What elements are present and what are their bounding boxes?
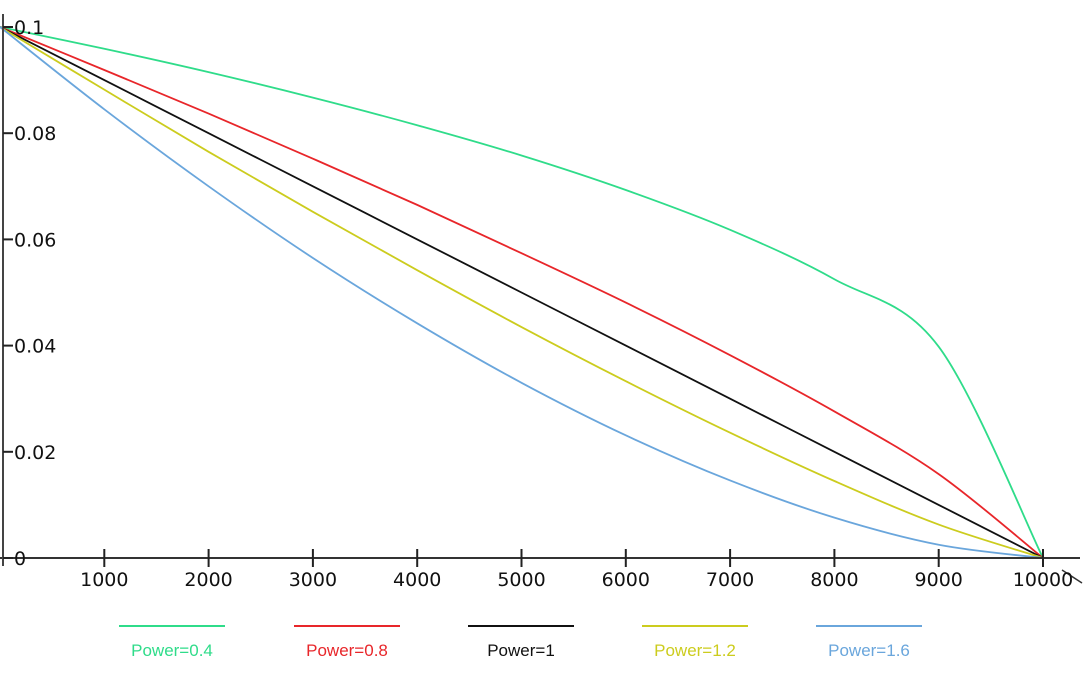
x-tick-label: 10000 <box>1013 569 1073 591</box>
legend: Power=0.4 Power=0.8 Power=1 Power=1.2 Power=… <box>119 625 922 660</box>
legend-label-3: Power=1 <box>487 641 555 660</box>
x-axis-extension <box>1061 569 1083 584</box>
x-tick-label: 9000 <box>915 569 963 591</box>
series-layer <box>0 26 1044 559</box>
series-line-3 <box>0 26 1044 559</box>
x-tick-label: 3000 <box>289 569 337 591</box>
legend-label-4: Power=1.2 <box>654 641 736 660</box>
series-line-5 <box>0 26 1044 559</box>
y-tick-label: 0 <box>14 548 26 570</box>
axes-layer: 1000 2000 3000 4000 5000 6000 7000 8000 9000 1000… <box>0 14 1083 591</box>
y-tick-label: 0.04 <box>14 336 56 358</box>
y-tick-label: 0.02 <box>14 442 56 464</box>
series-line-4 <box>0 26 1044 559</box>
legend-label-1: Power=0.4 <box>131 641 213 660</box>
legend-label-5: Power=1.6 <box>828 641 910 660</box>
series-line-1 <box>0 26 1044 559</box>
x-tick-label: 8000 <box>810 569 858 591</box>
series-line-2 <box>0 26 1044 559</box>
x-tick-label: 4000 <box>393 569 441 591</box>
x-tick-label: 2000 <box>184 569 232 591</box>
y-tick-label: 0.06 <box>14 229 56 251</box>
legend-label-2: Power=0.8 <box>306 641 388 660</box>
x-tick-label: 6000 <box>602 569 650 591</box>
x-tick-label: 5000 <box>497 569 545 591</box>
y-tick-label: 0.1 <box>14 17 44 39</box>
x-tick-label: 1000 <box>80 569 128 591</box>
x-tick-label: 7000 <box>706 569 754 591</box>
y-tick-label: 0.08 <box>14 123 56 145</box>
